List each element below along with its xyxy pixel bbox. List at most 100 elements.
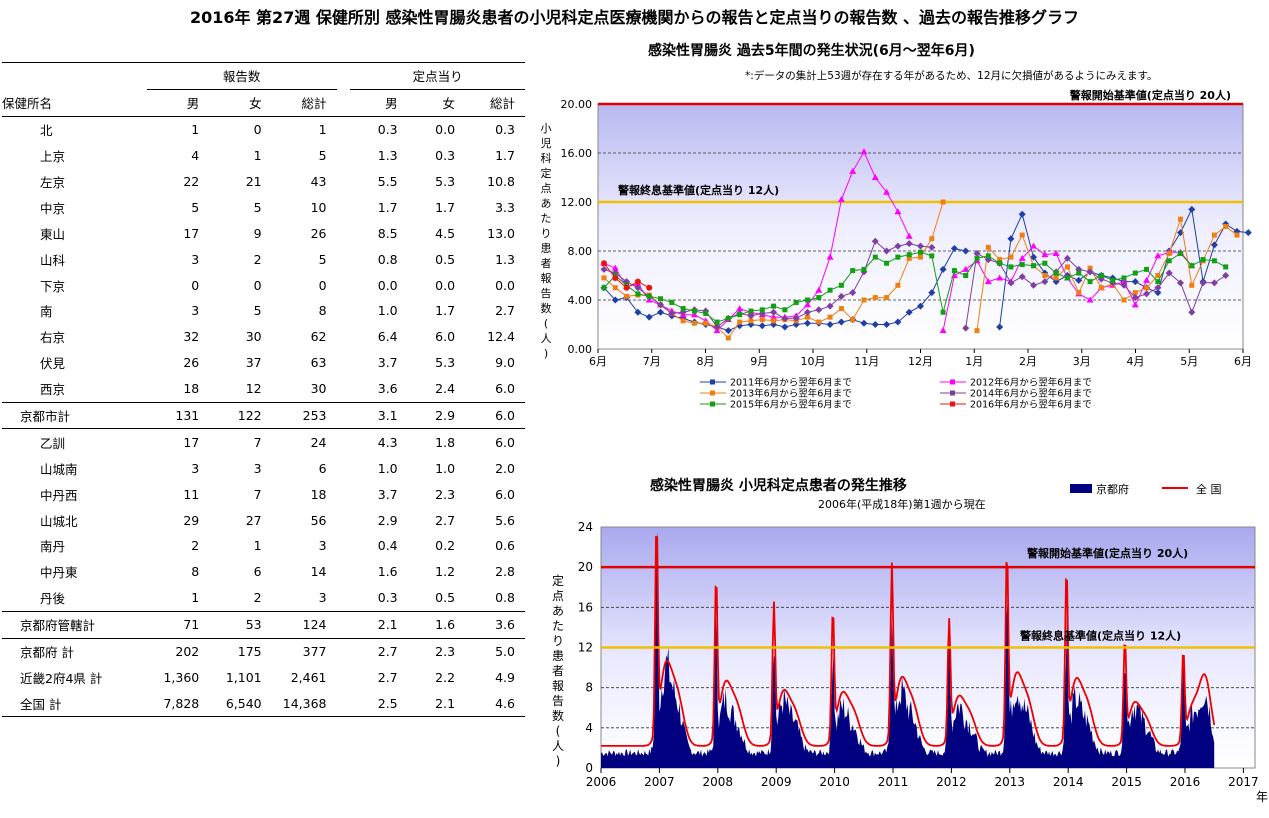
table-cell: 4.3	[350, 428, 408, 456]
table-cell: 0	[191, 277, 200, 293]
x-tick-label: 2006	[586, 775, 617, 789]
table-cell: 43	[310, 174, 327, 189]
y-axis-label-char: り	[541, 227, 552, 240]
data-point	[680, 318, 686, 324]
data-point	[724, 327, 732, 335]
data-point	[803, 319, 811, 327]
y-tick-label: 20	[578, 560, 593, 574]
data-point	[1076, 290, 1082, 296]
table-cell: 10.8	[487, 174, 515, 189]
data-point	[1121, 297, 1127, 303]
table-cell: 5.0	[465, 637, 525, 665]
table-row: 中京 5 5 10 1.7 1.7 3.3	[2, 194, 525, 220]
data-point	[1087, 279, 1093, 285]
table-cell: 9	[253, 225, 262, 241]
table-row: 南 3 5 8 1.0 1.7 2.7	[2, 298, 525, 324]
table-cell: 37	[245, 355, 262, 371]
table-cell: 3	[318, 538, 327, 554]
data-point	[781, 314, 789, 322]
data-point	[1063, 254, 1071, 262]
table-cell: 0.2	[435, 538, 456, 554]
y-axis-label-char: 科	[541, 151, 552, 165]
data-point	[928, 243, 936, 251]
table-cell: 3	[253, 460, 262, 476]
data-point	[1007, 279, 1015, 287]
table-gap	[337, 559, 351, 585]
data-point	[1223, 264, 1229, 270]
table-cell: 1.8	[407, 428, 466, 456]
health-center-name: 北	[2, 115, 147, 143]
data-point	[1064, 275, 1070, 281]
table-cell: 6	[253, 564, 262, 580]
table-cell: 2.5	[350, 690, 408, 718]
data-point	[1234, 232, 1240, 238]
data-point	[871, 174, 879, 180]
legend-label: 2013年6月から翌年6月まで	[730, 388, 852, 400]
table-cell: 2.7	[377, 669, 398, 685]
x-tick-label: 2010	[819, 775, 850, 789]
data-point	[1155, 279, 1161, 285]
table-cell: 1.7	[435, 199, 456, 215]
data-point	[1120, 281, 1128, 289]
x-axis-label: 年	[1256, 790, 1268, 804]
table-row: 下京 0 0 0 0.0 0.0 0.0	[2, 272, 525, 298]
y-axis-label-char: 患	[541, 242, 552, 255]
data-point	[635, 291, 641, 297]
table-gap	[337, 481, 351, 507]
data-point	[748, 308, 754, 314]
table-cell: 5	[318, 148, 327, 164]
data-point	[611, 296, 619, 304]
data-point	[803, 308, 811, 316]
data-point	[668, 309, 676, 317]
table-cell: 5	[191, 199, 200, 215]
table-row: 山城北 29 27 56 2.9 2.7 5.6	[2, 507, 525, 533]
table-gap	[337, 533, 351, 559]
data-point	[690, 311, 698, 318]
table-cell: 0.8	[377, 251, 398, 267]
table-gap	[337, 246, 351, 272]
table-gap	[337, 89, 351, 116]
data-point	[895, 282, 901, 288]
data-point	[804, 297, 810, 303]
table-cell: 30	[245, 329, 262, 345]
legend-label: 2014年6月から翌年6月まで	[970, 388, 1092, 400]
data-point	[657, 301, 665, 309]
table-cell: 5	[253, 303, 262, 319]
data-point	[1042, 260, 1048, 266]
table-cell: 9.0	[495, 355, 515, 371]
table-cell: 0.3	[435, 148, 456, 164]
data-point	[1121, 275, 1127, 281]
data-point	[1143, 276, 1151, 283]
chart1-note: *:データの集計上53週が存在する年があるため、12月に欠損値があるようにみえま…	[745, 70, 1158, 82]
y-tick-label: 16	[578, 600, 593, 614]
data-point	[962, 247, 970, 255]
report-table: 報告数 定点当り 保健所名男女総計男女総計北 1 0 1 0.3 0.0 0.3 上京 4 1 5 1.3…	[2, 62, 525, 718]
data-point	[861, 297, 867, 303]
table-column-header: 保健所名	[2, 96, 53, 112]
data-point	[815, 306, 823, 314]
table-cell: 6.0	[465, 401, 525, 429]
data-point	[826, 321, 834, 328]
table-cell: 2	[253, 251, 262, 267]
data-point	[1053, 275, 1059, 281]
table-cell: 1	[253, 538, 262, 554]
threshold-label: 警報終息基準値(定点当り 12人)	[1019, 629, 1181, 643]
x-tick-label: 8月	[697, 355, 715, 368]
x-tick-label: 9月	[750, 355, 768, 368]
table-cell: 0	[318, 277, 327, 293]
x-tick-label: 12月	[908, 355, 933, 368]
data-point	[974, 255, 980, 261]
data-point	[658, 296, 664, 302]
data-point	[634, 284, 642, 292]
table-column-header: 女	[249, 96, 262, 112]
data-point	[871, 321, 879, 328]
table-cell: 1	[271, 115, 337, 143]
data-point	[974, 328, 980, 334]
table-gap	[337, 376, 351, 402]
data-point	[816, 295, 822, 301]
y-axis-label-char: 数	[552, 708, 564, 723]
health-center-name: 東山	[40, 226, 66, 242]
data-point	[940, 199, 946, 205]
data-point	[1211, 232, 1217, 238]
table-cell: 0.4	[377, 538, 398, 554]
